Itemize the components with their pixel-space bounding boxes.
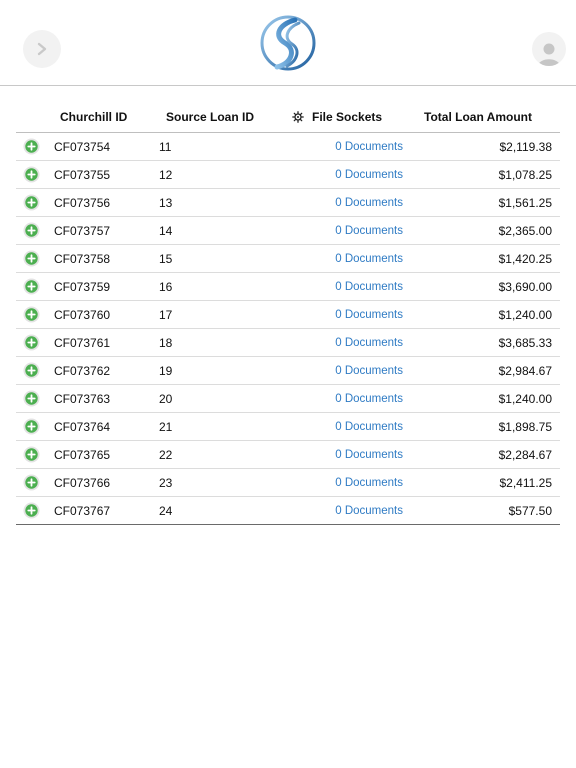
loans-table: Churchill ID Source Loan ID File Sockets: [16, 103, 560, 525]
file-sockets-label: File Sockets: [312, 110, 383, 124]
plus-circle-icon[interactable]: [23, 278, 40, 295]
plus-circle-icon[interactable]: [23, 334, 40, 351]
table-row[interactable]: CF073762 19 0 Documents $2,984.67: [16, 357, 560, 385]
table-row[interactable]: CF073756 13 0 Documents $1,561.25: [16, 189, 560, 217]
gear-icon[interactable]: [292, 111, 304, 123]
churchill-id-cell: CF073759: [54, 280, 111, 294]
plus-circle-icon[interactable]: [23, 502, 40, 519]
total-loan-amount-cell: $3,685.33: [498, 336, 552, 350]
total-loan-amount-cell: $2,284.67: [498, 448, 552, 462]
column-header-churchill-id[interactable]: Churchill ID: [60, 110, 128, 124]
total-loan-amount-cell: $1,420.25: [498, 252, 552, 266]
app-header: [0, 0, 576, 86]
source-loan-id-cell: 18: [159, 336, 173, 350]
churchill-id-cell: CF073767: [54, 504, 111, 518]
documents-link[interactable]: 0 Documents: [335, 309, 403, 321]
table-row[interactable]: CF073763 20 0 Documents $1,240.00: [16, 385, 560, 413]
source-loan-id-cell: 13: [159, 196, 173, 210]
churchill-id-cell: CF073755: [54, 168, 111, 182]
column-header-source-loan-id[interactable]: Source Loan ID: [166, 110, 255, 124]
churchill-id-cell: CF073760: [54, 308, 111, 322]
source-loan-id-cell: 20: [159, 392, 173, 406]
churchill-id-cell: CF073758: [54, 252, 111, 266]
documents-link[interactable]: 0 Documents: [335, 449, 403, 461]
churchill-id-cell: CF073766: [54, 476, 111, 490]
churchill-id-cell: CF073764: [54, 420, 111, 434]
user-icon[interactable]: [532, 32, 566, 66]
documents-link[interactable]: 0 Documents: [335, 225, 403, 237]
table-row[interactable]: CF073754 11 0 Documents $2,119.38: [16, 133, 560, 161]
churchill-id-cell: CF073757: [54, 224, 111, 238]
table-row[interactable]: CF073764 21 0 Documents $1,898.75: [16, 413, 560, 441]
churchill-id-cell: CF073754: [54, 140, 111, 154]
source-loan-id-cell: 22: [159, 448, 173, 462]
total-loan-amount-cell: $3,690.00: [498, 280, 552, 294]
plus-circle-icon[interactable]: [23, 222, 40, 239]
source-loan-id-cell: 12: [159, 168, 173, 182]
documents-link[interactable]: 0 Documents: [335, 421, 403, 433]
table-row[interactable]: CF073766 23 0 Documents $2,411.25: [16, 469, 560, 497]
documents-link[interactable]: 0 Documents: [335, 337, 403, 349]
documents-link[interactable]: 0 Documents: [335, 169, 403, 181]
table-row[interactable]: CF073761 18 0 Documents $3,685.33: [16, 329, 560, 357]
plus-circle-icon[interactable]: [23, 138, 40, 155]
total-loan-amount-cell: $1,240.00: [498, 392, 552, 406]
total-loan-amount-cell: $2,365.00: [498, 224, 552, 238]
table-row[interactable]: CF073767 24 0 Documents $577.50: [16, 497, 560, 525]
documents-link[interactable]: 0 Documents: [335, 253, 403, 265]
churchill-id-cell: CF073762: [54, 364, 111, 378]
plus-circle-icon[interactable]: [23, 250, 40, 267]
documents-link[interactable]: 0 Documents: [335, 393, 403, 405]
table-row[interactable]: CF073758 15 0 Documents $1,420.25: [16, 245, 560, 273]
documents-link[interactable]: 0 Documents: [335, 477, 403, 489]
table-body: CF073754 11 0 Documents $2,119.38 CF073755 12…: [16, 133, 560, 525]
documents-link[interactable]: 0 Documents: [335, 281, 403, 293]
swirl-logo-icon: [260, 15, 316, 71]
total-loan-amount-cell: $1,898.75: [498, 420, 552, 434]
documents-link[interactable]: 0 Documents: [335, 141, 403, 153]
table-header: Churchill ID Source Loan ID File Sockets: [16, 103, 560, 133]
churchill-id-cell: CF073761: [54, 336, 111, 350]
table-row[interactable]: CF073757 14 0 Documents $2,365.00: [16, 217, 560, 245]
source-loan-id-cell: 11: [159, 140, 172, 154]
total-loan-amount-cell: $1,561.25: [498, 196, 552, 210]
source-loan-id-cell: 21: [159, 420, 173, 434]
total-loan-amount-cell: $2,411.25: [499, 476, 553, 490]
chevron-right-icon[interactable]: [23, 30, 61, 68]
total-loan-amount-cell: $2,984.67: [498, 364, 552, 378]
column-header-total-loan-amount[interactable]: Total Loan Amount: [424, 110, 532, 124]
source-loan-id-cell: 15: [159, 252, 173, 266]
documents-link[interactable]: 0 Documents: [335, 365, 403, 377]
total-loan-amount-cell: $1,240.00: [498, 308, 552, 322]
plus-circle-icon[interactable]: [23, 446, 40, 463]
churchill-id-cell: CF073765: [54, 448, 111, 462]
source-loan-id-cell: 24: [159, 504, 173, 518]
source-loan-id-cell: 19: [159, 364, 173, 378]
churchill-id-cell: CF073763: [54, 392, 111, 406]
total-loan-amount-cell: $1,078.25: [498, 168, 552, 182]
source-loan-id-cell: 14: [159, 224, 173, 238]
table-row[interactable]: CF073755 12 0 Documents $1,078.25: [16, 161, 560, 189]
source-loan-id-cell: 16: [159, 280, 173, 294]
total-loan-amount-cell: $2,119.38: [499, 140, 553, 154]
plus-circle-icon[interactable]: [23, 390, 40, 407]
column-header-file-sockets[interactable]: File Sockets: [292, 110, 382, 124]
documents-link[interactable]: 0 Documents: [335, 197, 403, 209]
documents-link[interactable]: 0 Documents: [335, 505, 403, 517]
total-loan-amount-cell: $577.50: [508, 504, 552, 518]
source-loan-id-cell: 23: [159, 476, 173, 490]
churchill-id-cell: CF073756: [54, 196, 111, 210]
plus-circle-icon[interactable]: [23, 474, 40, 491]
plus-circle-icon[interactable]: [23, 306, 40, 323]
table-row[interactable]: CF073760 17 0 Documents $1,240.00: [16, 301, 560, 329]
table-row[interactable]: CF073765 22 0 Documents $2,284.67: [16, 441, 560, 469]
table-row[interactable]: CF073759 16 0 Documents $3,690.00: [16, 273, 560, 301]
plus-circle-icon[interactable]: [23, 166, 40, 183]
plus-circle-icon[interactable]: [23, 362, 40, 379]
source-loan-id-cell: 17: [159, 308, 173, 322]
plus-circle-icon[interactable]: [23, 194, 40, 211]
plus-circle-icon[interactable]: [23, 418, 40, 435]
